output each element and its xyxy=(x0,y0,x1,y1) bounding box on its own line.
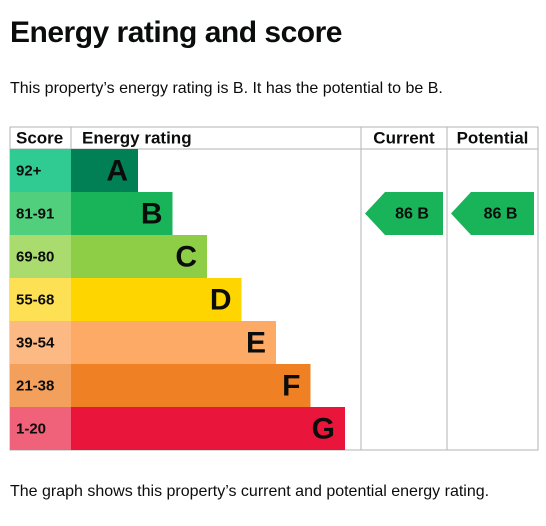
score-range-d: 55-68 xyxy=(16,291,54,308)
score-cell-f xyxy=(10,364,71,407)
chart-footnote: The graph shows this property’s current … xyxy=(10,483,490,500)
potential-rating-arrow-label: 86 B xyxy=(484,206,518,223)
score-cell-g xyxy=(10,407,71,450)
score-cell-c xyxy=(10,235,71,278)
rating-summary: This property’s energy rating is B. It h… xyxy=(10,80,443,97)
band-bar-c xyxy=(71,235,207,278)
band-letter-e: E xyxy=(246,326,266,359)
band-letter-f: F xyxy=(282,369,300,402)
band-letter-c: C xyxy=(175,240,197,273)
energy-rating-column-header: Energy rating xyxy=(82,128,192,147)
score-cell-b xyxy=(10,192,71,235)
band-bar-a xyxy=(71,149,138,192)
score-range-e: 39-54 xyxy=(16,334,55,351)
band-letter-d: D xyxy=(210,283,232,316)
band-bar-e xyxy=(71,321,276,364)
band-bar-d xyxy=(71,278,242,321)
score-cell-d xyxy=(10,278,71,321)
band-letter-a: A xyxy=(106,154,128,187)
band-bar-f xyxy=(71,364,311,407)
score-range-c: 69-80 xyxy=(16,248,54,265)
score-range-b: 81-91 xyxy=(16,205,54,222)
band-letter-g: G xyxy=(312,412,335,445)
score-cell-a xyxy=(10,149,71,192)
band-letter-b: B xyxy=(141,197,163,230)
page-title: Energy rating and score xyxy=(10,16,342,49)
score-cell-e xyxy=(10,321,71,364)
current-rating-arrow-label: 86 B xyxy=(395,206,429,223)
score-range-a: 92+ xyxy=(16,162,42,179)
potential-rating-arrow xyxy=(451,192,534,235)
current-column-header: Current xyxy=(373,128,435,147)
band-bar-g xyxy=(71,407,345,450)
score-range-g: 1-20 xyxy=(16,420,46,437)
potential-column-header: Potential xyxy=(457,128,529,147)
score-range-f: 21-38 xyxy=(16,377,54,394)
current-rating-arrow xyxy=(365,192,443,235)
band-bar-b xyxy=(71,192,173,235)
score-column-header: Score xyxy=(16,128,63,147)
